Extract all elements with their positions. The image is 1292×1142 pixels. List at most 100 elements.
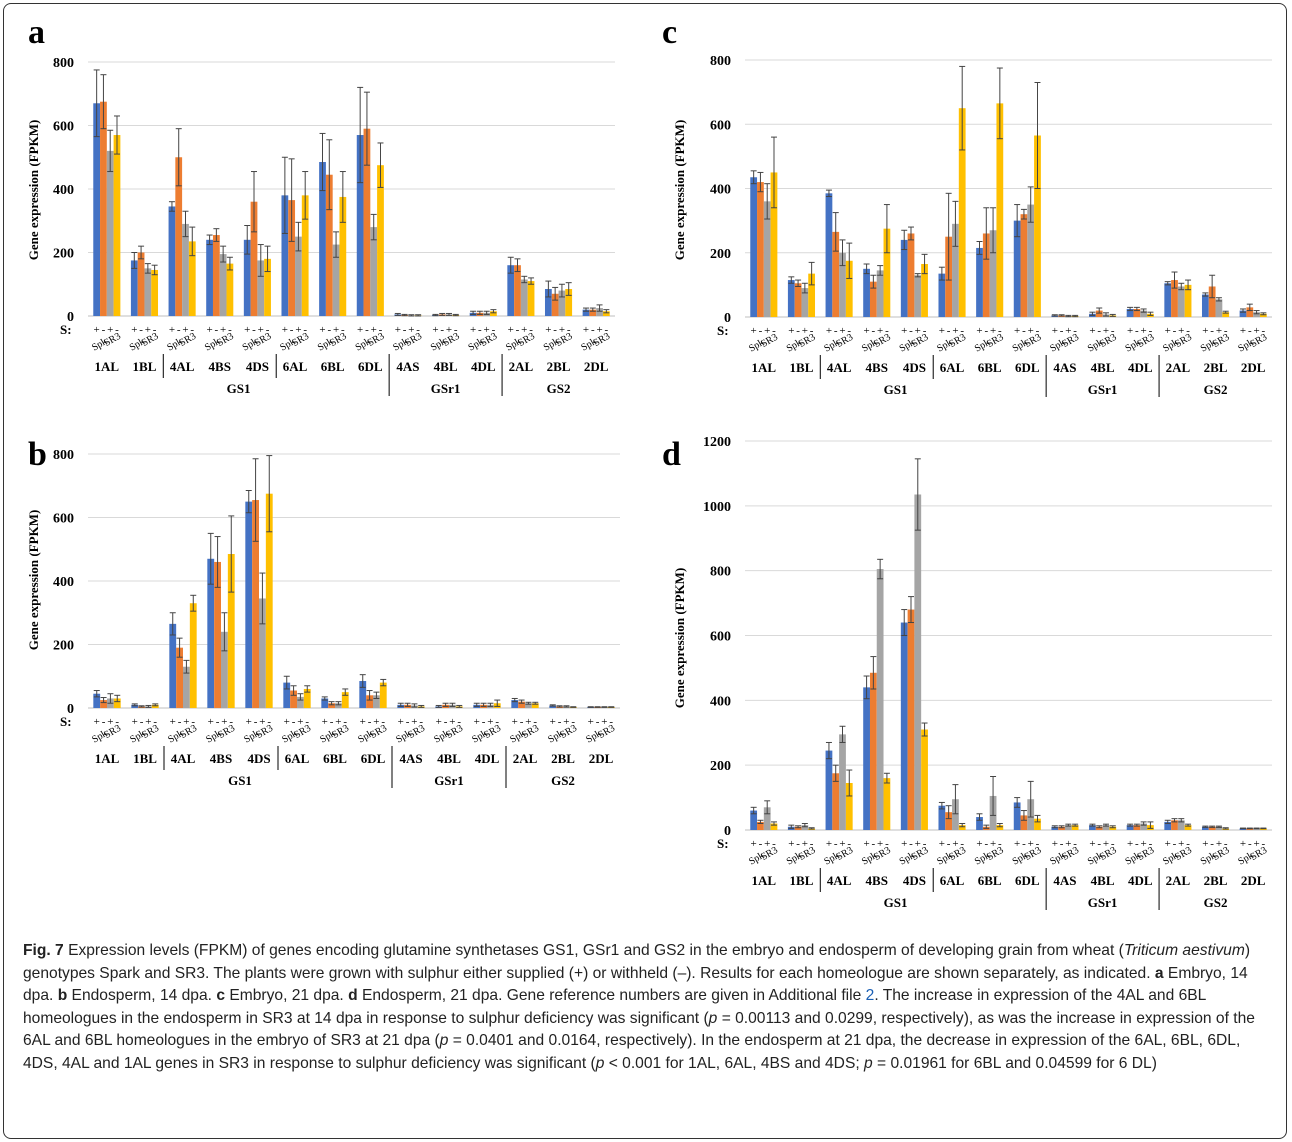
bar [221,631,228,708]
genotype-label: SR3 [102,331,122,349]
bar [283,682,291,708]
bar [518,701,525,708]
sulphur-sign: - [558,716,562,728]
sulphur-sign: + [1240,838,1246,850]
sulphur-sign: - [495,716,499,728]
sulphur-sign: + [839,838,845,850]
sulphur-sign: - [516,324,520,336]
sulphur-sign: + [131,324,137,336]
sulphur-sign: + [1028,838,1034,850]
sulphur-sign: - [327,324,331,336]
genotype-label: SR3 [559,723,579,741]
genotype-label: SR3 [331,723,351,741]
sulphur-sign: + [1127,325,1133,337]
bar [328,703,335,708]
category-label: 4DL [1128,873,1153,888]
sulphur-sign: - [909,325,913,337]
sulphur-sign: + [371,324,377,336]
bar [259,598,266,708]
y-tick-label: 0 [724,824,731,839]
bar [373,695,380,708]
category-label: 1AL [95,359,120,374]
bar [602,311,610,316]
bar [206,239,213,316]
bar [1164,283,1172,317]
sulphur-sign: - [872,838,876,850]
sulphur-sign: - [482,716,486,728]
bar [549,705,557,708]
sulphur-sign: - [368,716,372,728]
bar [757,821,764,830]
sulphur-sign: - [947,325,951,337]
sulphur-sign: + [915,838,921,850]
category-label: 4DL [471,359,496,374]
bar [264,258,271,316]
category-label: 4AS [1053,873,1076,888]
bar [520,279,528,316]
y-tick-label: 800 [53,56,74,71]
bar [169,623,177,708]
bar [325,174,333,316]
y-axis-label: Gene expression (FPKM) [26,120,41,261]
sulphur-sign: + [221,716,227,728]
bar [845,260,853,317]
sulphur-sign: + [94,324,100,336]
sulphur-sign: - [290,324,294,336]
bar [1140,310,1148,317]
bar [938,273,946,317]
y-tick-label: 800 [53,448,74,463]
sulphur-sign: - [1022,838,1026,850]
sulphur-sign: - [228,324,232,336]
bar [801,288,809,317]
genotype-label: SR3 [1023,845,1043,863]
sulphur-sign: - [153,324,157,336]
sulphur-sign: + [826,325,832,337]
genotype-label: SR3 [255,723,275,741]
sulphur-sign: + [246,716,252,728]
sulphur-sign: - [252,324,256,336]
y-tick-label: 400 [53,575,74,590]
sulphur-sign: - [102,324,106,336]
bar [1126,825,1134,830]
sulphur-sign: + [764,838,770,850]
bar [182,223,189,316]
sulphur-sign: + [1178,325,1184,337]
sulphur-sign: + [863,838,869,850]
sulphur-sign: + [169,324,175,336]
category-label: 1AL [752,873,777,888]
bar [996,825,1004,830]
sulphur-sign: - [140,716,144,728]
genotype-label: SR3 [1173,332,1193,350]
caption-p-symbol: p [864,1054,873,1072]
bar [839,252,846,317]
y-tick-label: 200 [710,759,731,774]
sulphur-sign: + [1216,325,1222,337]
additional-file-link[interactable]: 2 [865,987,875,1004]
genotype-label: SR3 [985,845,1005,863]
sulphur-sign: - [330,716,334,728]
category-label: 4BL [437,751,461,766]
panel-letter: c [662,14,677,51]
category-label: 6BL [978,873,1002,888]
category-label: 6DL [361,751,386,766]
bar [1126,308,1134,317]
sulphur-sign: - [998,838,1002,850]
sulphur-sign: - [177,324,181,336]
bar [1208,286,1216,317]
category-label: 2DL [584,359,609,374]
category-label: 2DL [1241,873,1266,888]
bar [958,825,966,830]
sulphur-sign: - [478,324,482,336]
category-label: 6AL [285,751,310,766]
genotype-label: SR3 [948,332,968,350]
y-tick-label: 400 [710,694,731,709]
category-label: 1AL [95,751,120,766]
caption-text: = 0.00113 and 0.0299, respectively), as … [23,1009,1255,1050]
bar [952,799,959,830]
sulphur-sign: + [1216,838,1222,850]
y-tick-label: 0 [67,702,74,717]
sulphur-sign: + [826,838,832,850]
sulphur-sign: + [183,716,189,728]
caption-panel-label: c [216,987,226,1004]
sulphur-sign: - [102,716,106,728]
